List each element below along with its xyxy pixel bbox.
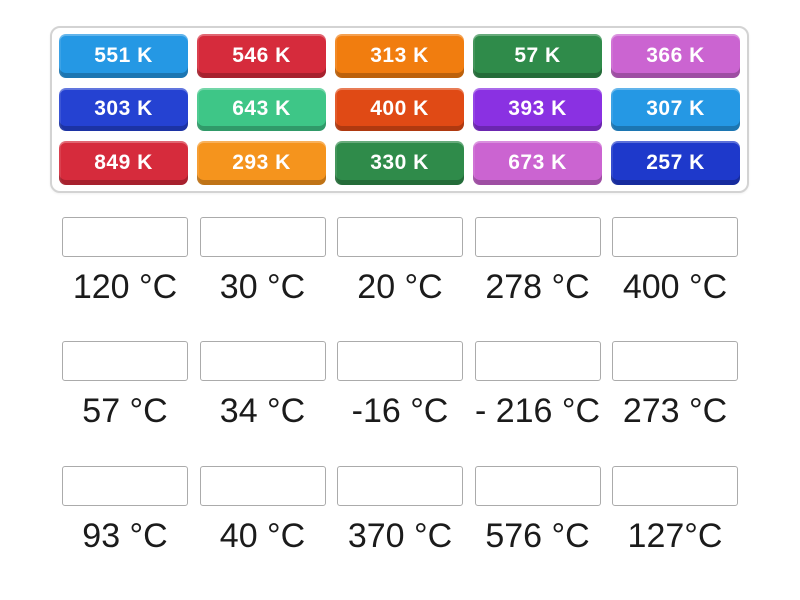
- kelvin-tile[interactable]: 307 K: [611, 87, 740, 132]
- celsius-label-row: 93 °C 40 °C 370 °C 576 °C 127°C: [62, 517, 738, 555]
- kelvin-tile[interactable]: 546 K: [197, 34, 326, 78]
- answer-group-1: 120 °C 30 °C 20 °C 278 °C 400 °C: [62, 217, 738, 306]
- answer-group-3: 93 °C 40 °C 370 °C 576 °C 127°C: [62, 466, 738, 555]
- kelvin-tile[interactable]: 400 K: [335, 87, 464, 132]
- celsius-label: 20 °C: [357, 268, 443, 306]
- answer-slot-row: [62, 217, 738, 257]
- celsius-label: - 216 °C: [474, 392, 601, 430]
- celsius-label: 40 °C: [219, 517, 306, 555]
- answer-slot[interactable]: [612, 466, 738, 506]
- kelvin-tile[interactable]: 330 K: [335, 141, 464, 185]
- answer-group-2: 57 °C 34 °C -16 °C - 216 °C 273 °C: [62, 341, 738, 430]
- answer-slot[interactable]: [474, 341, 601, 381]
- celsius-label: 120 °C: [72, 268, 178, 306]
- answer-slot[interactable]: [62, 466, 188, 506]
- kelvin-tile[interactable]: 673 K: [473, 141, 602, 185]
- celsius-label: 34 °C: [219, 392, 306, 430]
- answer-slot[interactable]: [337, 217, 463, 257]
- kelvin-tile[interactable]: 313 K: [335, 34, 464, 78]
- answer-slot[interactable]: [474, 217, 601, 257]
- kelvin-tile[interactable]: 293 K: [197, 141, 326, 185]
- answer-slot-row: [62, 466, 738, 506]
- celsius-label-row: 120 °C 30 °C 20 °C 278 °C 400 °C: [62, 268, 738, 306]
- answer-slot-row: [62, 341, 738, 381]
- answer-slot[interactable]: [199, 217, 326, 257]
- answer-slot[interactable]: [612, 217, 738, 257]
- celsius-label: 30 °C: [219, 268, 306, 306]
- kelvin-tile[interactable]: 643 K: [197, 87, 326, 132]
- kelvin-tile[interactable]: 57 K: [473, 34, 602, 78]
- answer-slot[interactable]: [337, 466, 463, 506]
- kelvin-tile[interactable]: 849 K: [59, 141, 188, 185]
- celsius-label: -16 °C: [351, 392, 449, 430]
- celsius-label: 576 °C: [485, 517, 590, 555]
- celsius-label: 57 °C: [82, 392, 168, 430]
- answer-slot[interactable]: [474, 466, 601, 506]
- celsius-label: 127°C: [627, 517, 723, 555]
- kelvin-tile[interactable]: 551 K: [59, 34, 188, 78]
- answer-slot[interactable]: [62, 341, 188, 381]
- answer-slot[interactable]: [337, 341, 463, 381]
- kelvin-tile[interactable]: 303 K: [59, 87, 188, 132]
- kelvin-tile[interactable]: 257 K: [611, 141, 740, 185]
- kelvin-tile[interactable]: 366 K: [611, 34, 740, 78]
- answer-slot[interactable]: [199, 341, 326, 381]
- celsius-label-row: 57 °C 34 °C -16 °C - 216 °C 273 °C: [62, 392, 738, 430]
- kelvin-tile-tray: 551 K 546 K 313 K 57 K 366 K 303 K 643 K…: [50, 26, 749, 193]
- celsius-label: 370 °C: [347, 517, 453, 555]
- celsius-label: 278 °C: [485, 268, 590, 306]
- celsius-label: 93 °C: [82, 517, 168, 555]
- kelvin-tile[interactable]: 393 K: [473, 87, 602, 132]
- celsius-label: 273 °C: [622, 392, 728, 430]
- answer-slot[interactable]: [62, 217, 188, 257]
- answer-slot[interactable]: [612, 341, 738, 381]
- celsius-label: 400 °C: [622, 268, 728, 306]
- answer-slot[interactable]: [199, 466, 326, 506]
